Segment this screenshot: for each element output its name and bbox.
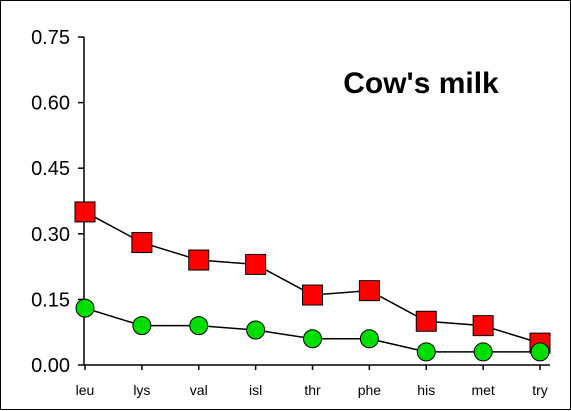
y-tick-label: 0.30: [31, 224, 70, 246]
series-1-point: [131, 232, 153, 254]
x-tick-label: thr: [304, 382, 321, 398]
series-2-point: [75, 298, 95, 318]
y-tick-label: 0.60: [31, 93, 70, 115]
x-tick-label: isl: [249, 382, 262, 398]
series-1-point: [302, 284, 323, 306]
x-tick-label: met: [471, 382, 494, 398]
series-1-point: [415, 310, 437, 332]
chart-title: Cow's milk: [343, 67, 499, 100]
x-tick-label: try: [532, 382, 548, 398]
x-tick-label: leu: [76, 382, 95, 398]
series-layer: [74, 201, 551, 362]
y-tick-label: 0.00: [31, 355, 70, 377]
series-2-point: [132, 316, 152, 336]
y-tick-label: 0.75: [31, 27, 70, 49]
series-1-point: [74, 201, 96, 223]
series-2-point: [359, 329, 379, 349]
series-2-point: [303, 329, 322, 349]
series-1-line: [84, 211, 541, 344]
y-tick-label: 0.15: [31, 289, 70, 311]
series-1-point: [245, 253, 267, 275]
x-tick-label: his: [417, 382, 435, 398]
series-1-point: [188, 249, 210, 271]
series-1-point: [472, 315, 494, 337]
y-tick-label: 0.45: [31, 158, 70, 180]
series-2-point: [473, 342, 493, 362]
x-tick-label: phe: [358, 382, 382, 398]
series-2-point: [530, 342, 550, 362]
series-2-point: [189, 316, 209, 336]
x-tick-label: lys: [133, 382, 150, 398]
series-2-point: [246, 320, 266, 340]
axes: 0.00 0.15 0.30 0.45 0.60 0.75 leu lys val isl thr p…: [31, 27, 550, 398]
series-2-point: [416, 342, 436, 362]
series-1-point: [358, 280, 380, 302]
x-tick-label: val: [190, 382, 208, 398]
